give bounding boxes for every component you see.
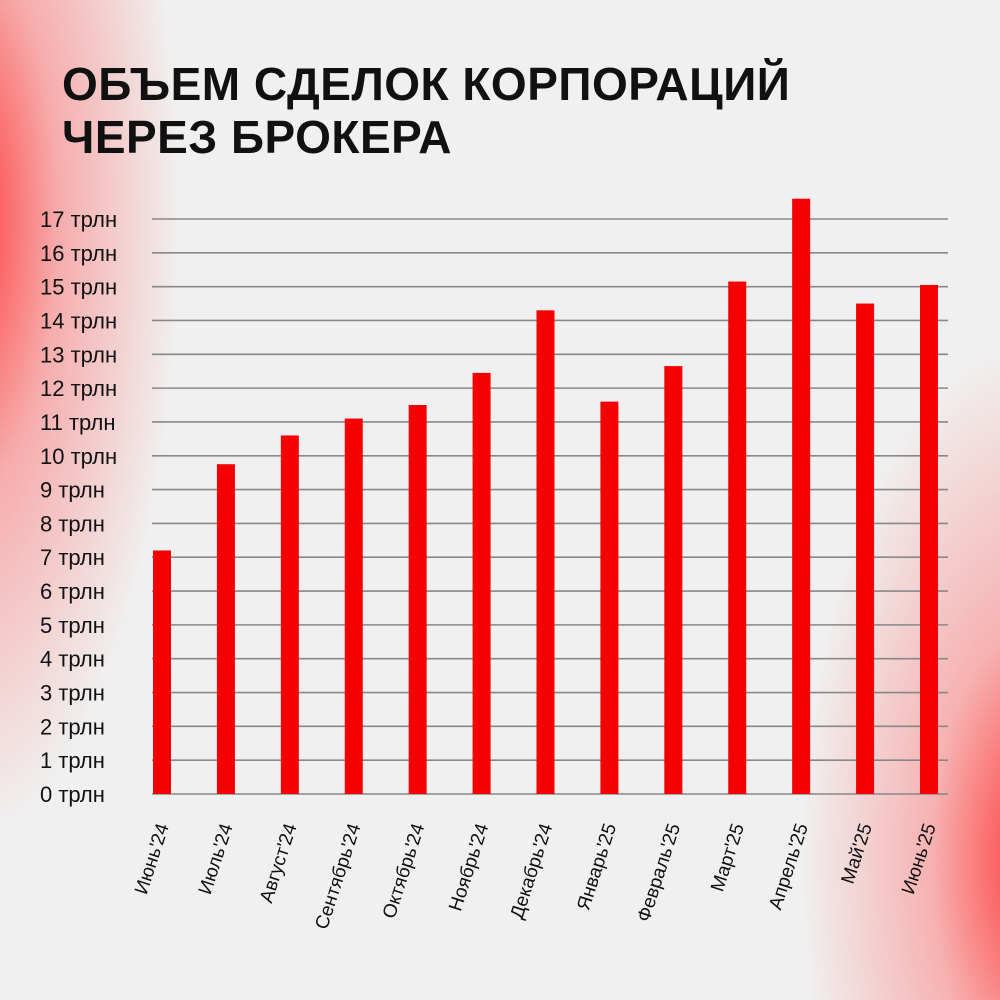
y-tick-label: 6 трлн [40, 579, 105, 604]
bar [536, 310, 555, 794]
x-tick-label: Август'24 [256, 821, 301, 906]
bar [920, 284, 938, 794]
y-tick-label: 13 трлн [40, 342, 117, 367]
y-tick-label: 5 трлн [40, 613, 105, 638]
y-tick-label: 1 трлн [40, 748, 105, 773]
x-tick-label: Март'25 [707, 821, 749, 894]
bar [664, 366, 683, 794]
bar [408, 405, 427, 794]
x-tick-label: Июль'24 [195, 821, 238, 898]
title-line-1: ОБЪЕМ СДЕЛОК КОРПОРАЦИЙ [62, 58, 791, 110]
bar [600, 401, 619, 794]
y-tick-label: 2 трлн [40, 714, 105, 739]
title-line-2: ЧЕРЕЗ БРОКЕРА [62, 111, 452, 163]
x-axis-tick-labels: Июнь'24 Июль'24 Август'24 Сентябрь'24 Октябр… [131, 821, 941, 932]
bar [856, 303, 875, 794]
y-tick-label: 4 трлн [40, 647, 105, 672]
y-tick-label: 7 трлн [40, 545, 105, 570]
x-tick-label: Декабрь'24 [507, 821, 558, 922]
bar [216, 464, 235, 794]
bars [153, 198, 938, 795]
bar [792, 198, 811, 795]
y-tick-label: 17 трлн [40, 207, 117, 232]
bar [280, 435, 299, 794]
x-tick-label: Февраль'25 [634, 821, 685, 924]
y-tick-label: 11 трлн [40, 410, 116, 435]
y-tick-label: 16 трлн [40, 241, 117, 266]
y-tick-label: 14 трлн [40, 308, 117, 333]
x-tick-label: Октябрь'24 [379, 821, 430, 921]
y-tick-label: 10 трлн [40, 444, 117, 469]
x-tick-label: Ноябрь'24 [445, 821, 493, 914]
bar [728, 281, 747, 795]
x-tick-label: Январь'25 [573, 821, 621, 913]
x-tick-label: Май'25 [838, 821, 877, 886]
y-tick-label: 8 трлн [40, 511, 105, 536]
x-tick-label: Сентябрь'24 [312, 821, 366, 932]
bar [472, 372, 491, 794]
y-tick-label: 0 трлн [40, 782, 105, 807]
y-axis-tick-labels: 0 трлн 1 трлн 2 трлн 3 трлн 4 трлн 5 трлн 6 тр… [40, 207, 117, 807]
bar [344, 418, 363, 794]
y-tick-label: 9 трлн [40, 478, 105, 503]
x-tick-label: Июнь'25 [898, 821, 941, 897]
page-title: ОБЪЕМ СДЕЛОК КОРПОРАЦИЙ ЧЕРЕЗ БРОКЕРА [62, 58, 942, 164]
y-tick-label: 15 трлн [40, 275, 117, 300]
x-tick-label: Апрель'25 [765, 821, 813, 912]
y-tick-label: 3 трлн [40, 681, 105, 706]
y-tick-label: 12 трлн [40, 376, 117, 401]
bar [153, 550, 171, 794]
x-tick-label: Июнь'24 [131, 821, 174, 897]
